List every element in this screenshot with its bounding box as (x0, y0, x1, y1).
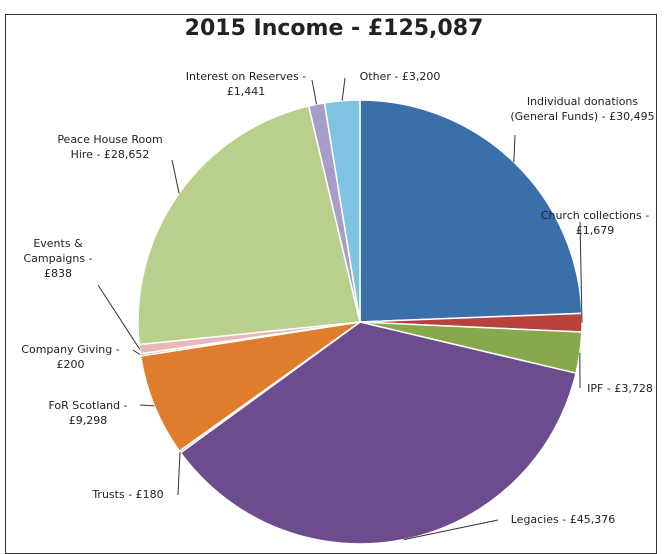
pie-slice (323, 99, 361, 323)
leader-line (171, 159, 180, 194)
leader-line (139, 404, 155, 407)
slice-value: £180 (135, 488, 164, 501)
pie-slice (139, 321, 361, 453)
leader-line (403, 519, 499, 541)
leader-line (311, 79, 318, 105)
slice-value: £30,495 (609, 110, 655, 123)
slice-label: FoR Scotland - £9,298 (38, 398, 138, 428)
slice-label: Company Giving - £200 (8, 342, 133, 372)
leader-line (579, 221, 583, 323)
slice-value: £45,376 (569, 513, 616, 526)
leader-line (341, 77, 346, 101)
slice-label: Church collections - £1,679 (525, 208, 665, 238)
slice-label: Individual donations (General Funds) - £… (505, 94, 660, 124)
slice-value: £9,298 (68, 414, 108, 427)
slice-value: £200 (56, 358, 85, 371)
slice-value: £1,441 (226, 85, 266, 98)
slice-label: Events & Campaigns - £838 (18, 236, 98, 281)
slice-value: £1,679 (575, 224, 615, 237)
leader-line (513, 134, 516, 163)
chart-title: 2015 Income - £125,087 (184, 16, 484, 41)
slice-label: Trusts - £180 (78, 487, 178, 502)
slice-name: Interest on Reserves - (185, 70, 307, 83)
slice-label: Peace House Room Hire - £28,652 (45, 132, 175, 162)
slice-name: Company Giving - (21, 343, 120, 356)
slice-name: Legacies - (510, 513, 567, 526)
slice-value: £3,200 (401, 70, 441, 83)
slice-label: Other - £3,200 (345, 69, 455, 84)
slice-name: Individual donations (General Funds) - (510, 95, 639, 123)
slice-value: £3,728 (614, 382, 653, 395)
pie-slice (359, 99, 583, 323)
leader-line (97, 284, 141, 350)
slice-name: FoR Scotland - (48, 399, 128, 412)
slice-name: IPF - (587, 382, 611, 395)
slice-label: IPF - £3,728 (580, 381, 660, 396)
leader-line (132, 349, 141, 356)
slice-value: £838 (44, 267, 72, 280)
slice-name: Peace House Room Hire - (57, 133, 163, 161)
slice-name: Trusts - (92, 488, 133, 501)
slice-label: Interest on Reserves - £1,441 (172, 69, 320, 99)
slice-value: £28,652 (103, 148, 150, 161)
slice-name: Church collections - (540, 209, 650, 222)
slice-label: Legacies - £45,376 (498, 512, 628, 527)
leader-line (177, 451, 181, 496)
slice-name: Events & Campaigns - (23, 237, 93, 265)
slice-name: Other - (359, 70, 399, 83)
